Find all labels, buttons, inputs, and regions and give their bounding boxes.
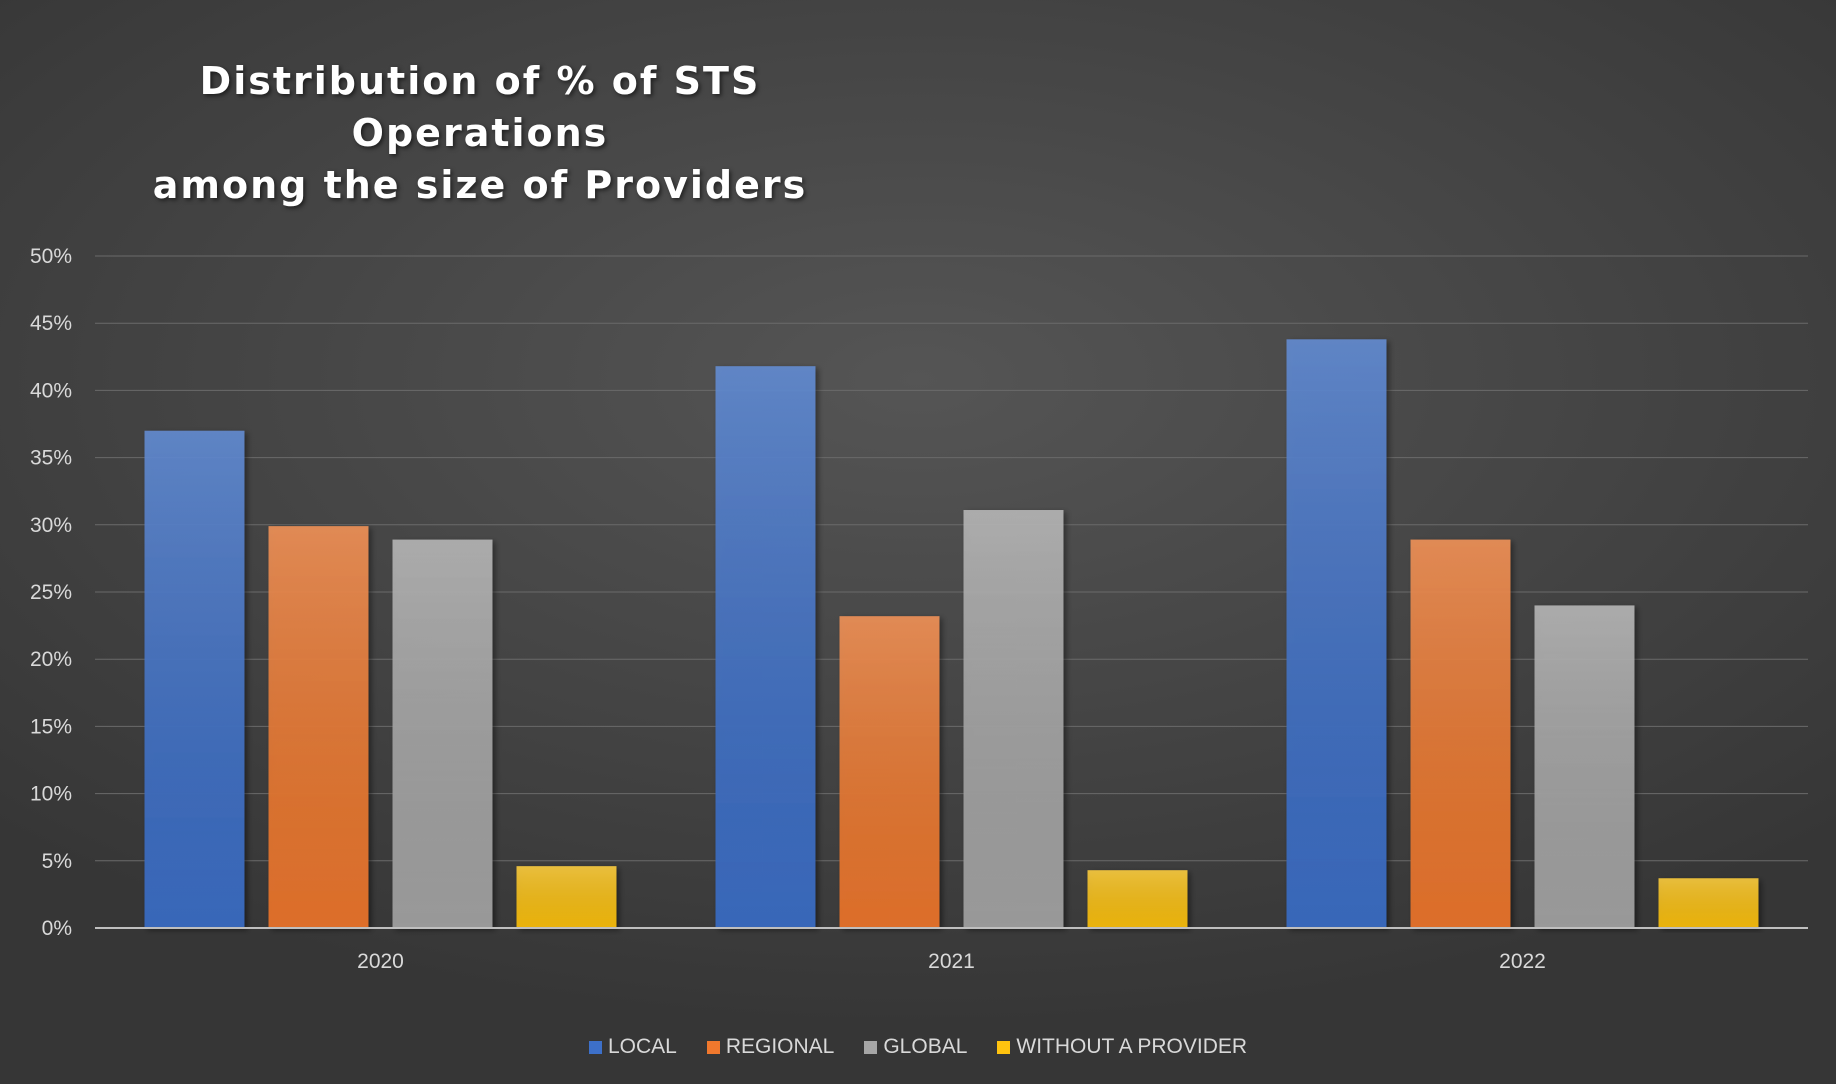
chart-title-line-1: Distribution of % of STS Operations: [199, 59, 761, 155]
chart-title: Distribution of % of STS Operations amon…: [95, 55, 865, 211]
y-tick-label: 50%: [30, 245, 72, 268]
y-tick-label: 25%: [30, 581, 72, 604]
bar-highlight: [839, 616, 940, 928]
x-tick-label: 2020: [357, 950, 404, 973]
legend-item: LOCAL: [588, 1035, 677, 1059]
gridlines: [95, 255, 1808, 862]
bar-highlight: [268, 526, 369, 928]
x-axis-tick-labels: 2020 2021 2022: [357, 950, 1546, 973]
legend-swatch: [997, 1040, 1011, 1054]
x-tick-label: 2022: [1499, 950, 1546, 973]
y-tick-label: 0%: [42, 917, 72, 940]
legend-swatch: [864, 1040, 878, 1054]
y-axis-tick-labels: 0% 5% 10% 15% 20% 25% 30% 35% 40% 45% 50%: [30, 245, 72, 940]
bar-highlight: [1658, 878, 1759, 928]
y-tick-label: 35%: [30, 447, 72, 470]
bar-highlight: [392, 539, 493, 928]
legend-item: WITHOUT A PROVIDER: [997, 1035, 1247, 1059]
y-tick-label: 5%: [42, 850, 72, 873]
legend-label: GLOBAL: [883, 1035, 968, 1058]
y-tick-label: 15%: [30, 715, 72, 738]
x-tick-label: 2021: [928, 950, 975, 973]
bar-highlight: [1410, 539, 1511, 928]
legend-label: LOCAL: [607, 1035, 677, 1058]
bar-highlight: [1534, 605, 1635, 928]
y-tick-label: 45%: [30, 312, 72, 335]
bar-highlight: [963, 510, 1064, 928]
bar-highlight: [1087, 870, 1188, 928]
legend-label: REGIONAL: [725, 1035, 835, 1058]
legend-item: GLOBAL: [864, 1035, 967, 1059]
y-tick-label: 10%: [30, 783, 72, 806]
y-tick-label: 20%: [30, 648, 72, 671]
y-tick-label: 30%: [30, 514, 72, 537]
legend-item: REGIONAL: [706, 1035, 835, 1059]
chart-title-line-2: among the size of Providers: [152, 163, 808, 207]
bar-highlight: [1286, 339, 1387, 928]
legend-swatch: [588, 1040, 602, 1054]
bar-highlight: [516, 866, 617, 928]
bars: [144, 339, 1759, 928]
bar-highlight: [715, 366, 816, 928]
legend: LOCAL REGIONAL GLOBAL WITHOUT A PROVIDER: [0, 1035, 1836, 1059]
legend-swatch: [706, 1040, 720, 1054]
bar-highlight: [144, 430, 245, 928]
y-tick-label: 40%: [30, 379, 72, 402]
legend-label: WITHOUT A PROVIDER: [1016, 1035, 1248, 1058]
